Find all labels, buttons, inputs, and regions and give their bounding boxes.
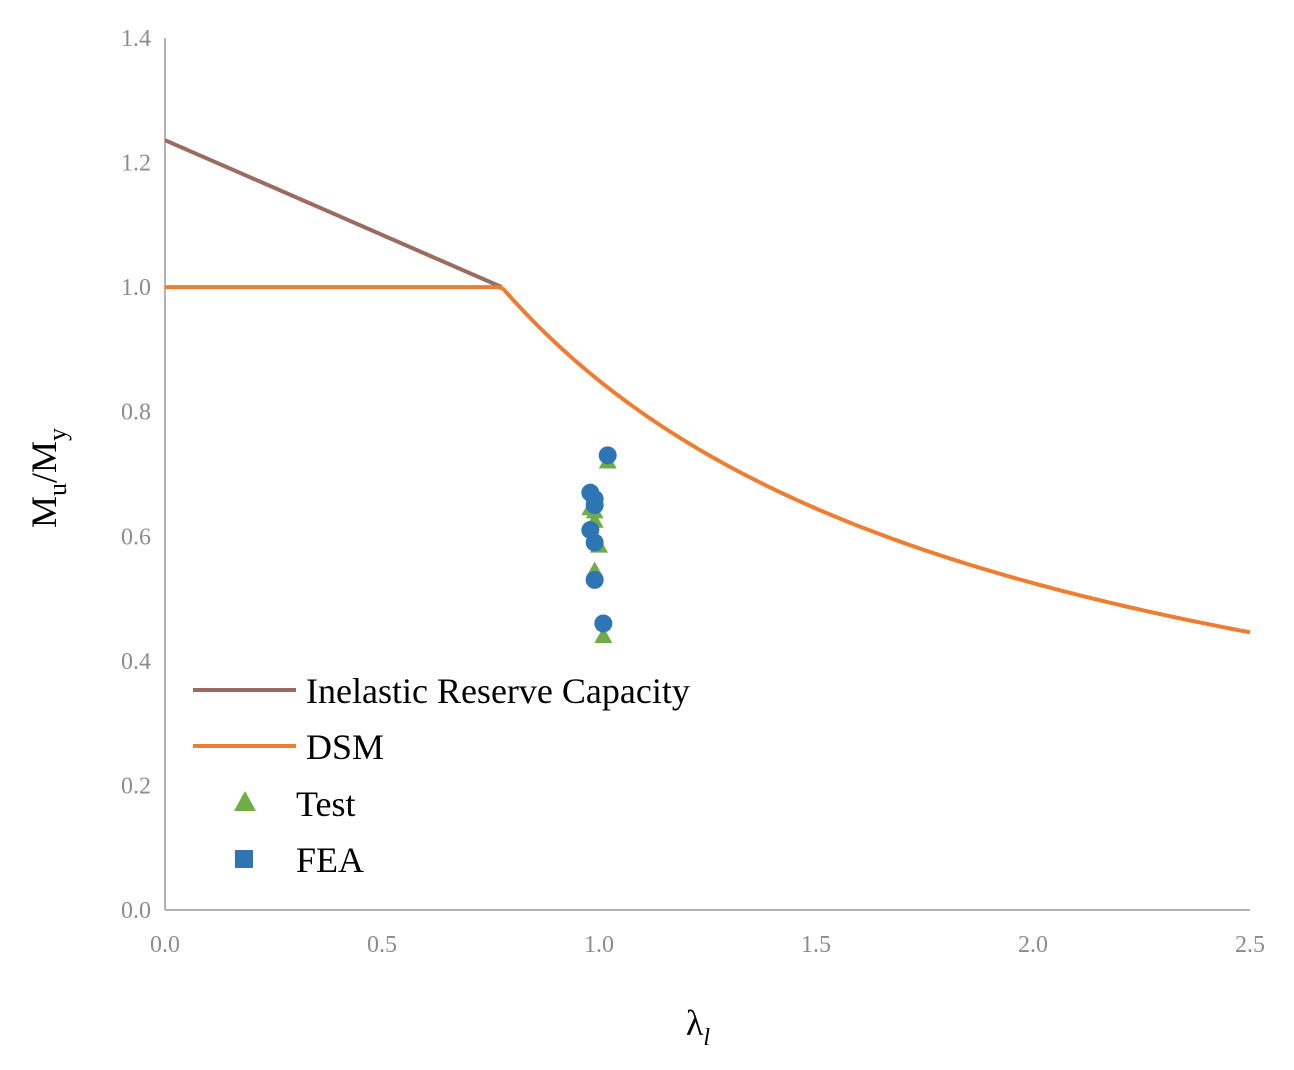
x-tick-label: 0.5 — [367, 932, 397, 958]
y-tick-label: 1.4 — [121, 26, 151, 52]
fea-point — [594, 614, 613, 633]
y-tick-label: 0.6 — [121, 524, 151, 550]
series-line-dsm — [165, 285, 1251, 635]
legend-label-dsm: DSM — [306, 727, 384, 767]
y-tick-label: 1.2 — [121, 151, 151, 177]
legend-label-inelastic: Inelastic Reserve Capacity — [306, 671, 690, 711]
legend-swatch-fea — [235, 850, 253, 868]
fea-point — [585, 570, 604, 589]
legend-label-fea: FEA — [296, 840, 364, 880]
axes — [164, 38, 1250, 911]
x-tick-label: 0.0 — [150, 932, 180, 958]
y-tick-label: 0.4 — [121, 649, 151, 675]
fea-point — [585, 533, 604, 552]
legend: Inelastic Reserve Capacity DSM Test FEA — [193, 671, 690, 880]
legend-label-test: Test — [296, 784, 355, 824]
data-points — [581, 446, 617, 643]
legend-swatch-test — [234, 791, 256, 811]
fea-point — [585, 496, 604, 515]
fea-point — [598, 446, 617, 465]
y-tick-label: 0.8 — [121, 400, 151, 426]
x-tick-label: 1.5 — [801, 932, 831, 958]
tick-labels: 0.0 0.2 0.4 0.6 0.8 1.0 1.2 1.4 0.0 0.5 1.0 1.5 2.0 2… — [121, 26, 1265, 958]
x-tick-label: 1.0 — [584, 932, 614, 958]
y-tick-label: 0.2 — [121, 773, 151, 799]
y-tick-label: 1.0 — [121, 275, 151, 301]
series-line-inelastic-reserve-capacity — [164, 138, 503, 289]
series-lines — [164, 138, 1251, 635]
x-tick-label: 2.0 — [1018, 932, 1048, 958]
test-point — [594, 626, 613, 643]
x-tick-label: 2.5 — [1235, 932, 1265, 958]
x-axis-title: λl — [686, 1003, 710, 1051]
y-axis-title: Mu/My — [24, 428, 72, 528]
y-tick-label: 0.0 — [121, 898, 151, 924]
